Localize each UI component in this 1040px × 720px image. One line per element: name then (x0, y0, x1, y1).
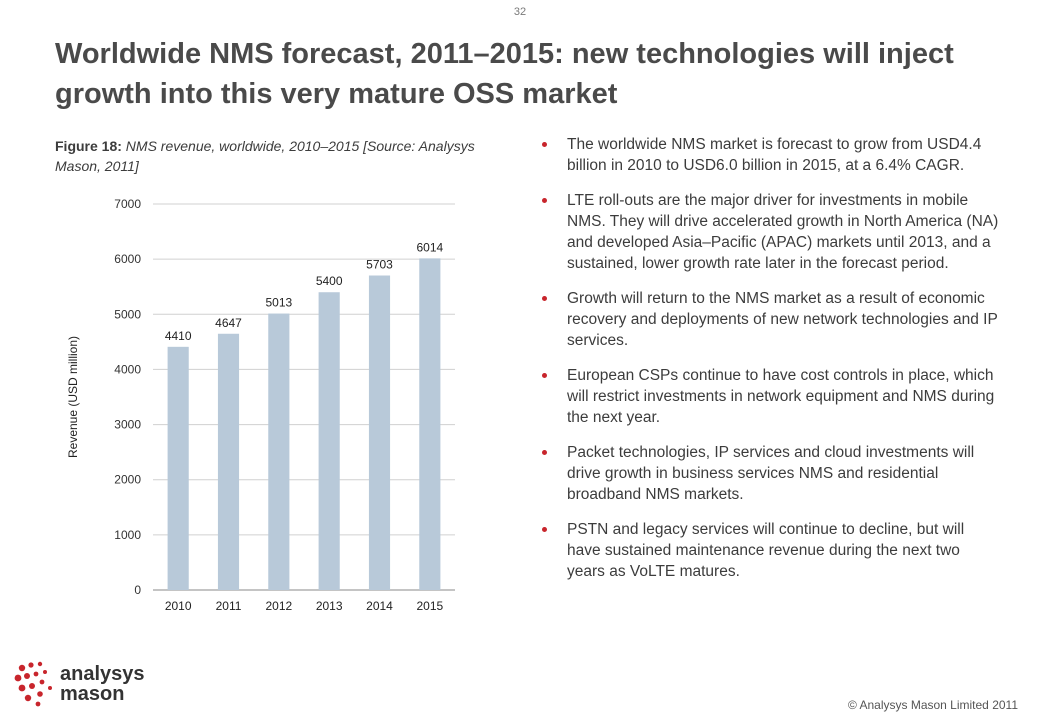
x-tick-label: 2012 (265, 599, 292, 613)
bar (318, 292, 340, 590)
x-tick-label: 2010 (165, 599, 192, 613)
bullet-text: The worldwide NMS market is forecast to … (567, 136, 982, 174)
bullet-dot-icon (542, 373, 547, 378)
bar-data-label: 4410 (165, 329, 192, 343)
logo-text-mason: mason (60, 683, 125, 705)
bar (167, 346, 189, 590)
x-tick-label: 2011 (216, 599, 242, 613)
bullet-item: European CSPs continue to have cost cont… (540, 365, 1000, 428)
y-tick-label: 7000 (114, 197, 141, 211)
bullet-item: The worldwide NMS market is forecast to … (540, 134, 1000, 176)
y-tick-label: 6000 (114, 252, 141, 266)
bar (368, 275, 391, 590)
bullet-item: Growth will return to the NMS market as … (540, 288, 1000, 351)
x-tick-label: 2014 (366, 599, 393, 613)
bullet-text: PSTN and legacy services will continue t… (567, 521, 965, 580)
y-tick-label: 2000 (114, 473, 141, 487)
bar (419, 258, 441, 590)
bullet-text: Growth will return to the NMS market as … (567, 290, 998, 349)
bar-data-label: 6014 (416, 240, 443, 254)
bullet-item: PSTN and legacy services will continue t… (540, 519, 1000, 582)
revenue-bar-chart: 0 1000 2000 3000 4000 5000 6000 7000 4410 2010 464… (66, 197, 455, 613)
y-tick-label: 1000 (114, 528, 141, 542)
bar-data-label: 5703 (366, 258, 393, 272)
bar-data-label: 4647 (215, 316, 242, 330)
bullet-text: LTE roll-outs are the major driver for i… (567, 192, 999, 272)
bar-data-label: 5400 (316, 274, 343, 288)
figure-caption-text: NMS revenue, worldwide, 2010–2015 [Sourc… (55, 138, 475, 174)
bullet-dot-icon (542, 527, 547, 532)
bullet-dot-icon (542, 450, 547, 455)
bullet-dot-icon (542, 142, 547, 147)
y-axis-label: Revenue (USD million) (66, 336, 80, 458)
bullet-item: Packet technologies, IP services and clo… (540, 442, 1000, 505)
bar-data-label: 5013 (265, 296, 292, 310)
y-tick-label: 3000 (114, 418, 141, 432)
bullet-list: The worldwide NMS market is forecast to … (540, 134, 1000, 596)
bar (268, 313, 290, 590)
figure-caption: Figure 18: NMS revenue, worldwide, 2010–… (55, 136, 485, 176)
bullet-dot-icon (542, 198, 547, 203)
y-tick-label: 4000 (114, 362, 141, 376)
bullet-item: LTE roll-outs are the major driver for i… (540, 190, 1000, 274)
page-title: Worldwide NMS forecast, 2011–2015: new t… (55, 38, 954, 110)
bar (217, 333, 240, 590)
bullet-dot-icon (542, 296, 547, 301)
logo-dots-icon (14, 661, 52, 707)
y-tick-label: 0 (134, 583, 141, 597)
x-tick-label: 2013 (316, 599, 343, 613)
company-logo: analysys mason (14, 660, 184, 710)
figure-caption-label: Figure 18: (55, 138, 122, 154)
copyright-notice: © Analysys Mason Limited 2011 (847, 698, 1018, 712)
x-tick-label: 2015 (416, 599, 443, 613)
logo-text-analysys: analysys (60, 663, 145, 685)
page-number: 32 (513, 6, 527, 18)
y-tick-label: 5000 (114, 307, 141, 321)
bullet-text: European CSPs continue to have cost cont… (567, 367, 995, 426)
bullet-text: Packet technologies, IP services and clo… (567, 444, 975, 503)
